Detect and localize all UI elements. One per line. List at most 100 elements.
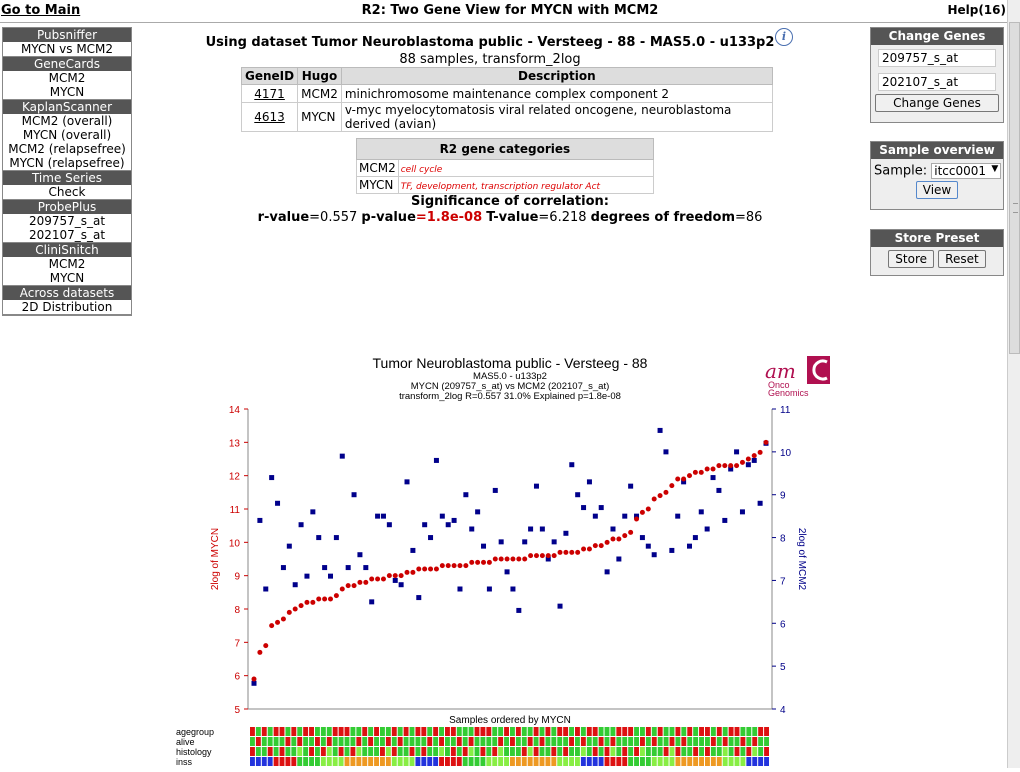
point-mcm2 [463,492,469,498]
track-cell [486,757,492,766]
track-cell [533,737,539,746]
tick-label-right: 6 [780,619,786,630]
point-mcm2 [557,603,563,609]
track-cell [498,747,504,756]
track-cell [498,737,504,746]
track-cell [474,757,480,766]
menu-item[interactable]: 209757_s_at [28,214,106,228]
help-link[interactable]: Help(16) [947,3,1006,17]
track-cell [261,747,267,756]
track-cell [752,737,758,746]
track-cell [415,747,421,756]
point-mcm2 [322,565,328,571]
menu-item[interactable]: MCM2 (overall) [21,114,113,128]
point-mcm2 [522,539,528,545]
track-cell [320,747,326,756]
track-cell [515,727,521,736]
track-cell [498,727,504,736]
menu-item[interactable]: MYCN (relapsefree) [9,156,125,170]
tick-label-left: 10 [229,538,241,549]
track-cell [628,727,634,736]
menu-item[interactable]: 2D Distribution [21,300,113,314]
menu-item[interactable]: MYCN (overall) [22,128,112,142]
point-mcm2 [469,526,475,532]
left-menu: Pubsniffer MYCN vs MCM2 GeneCards MCM2 MYCN K… [2,27,132,316]
track-cell [285,727,291,736]
track-cell [397,737,403,746]
menu-item[interactable]: Check [48,185,86,199]
menu-item[interactable]: MCM2 [48,257,86,271]
point-mcm2 [598,505,604,511]
vertical-scrollbar[interactable] [1007,0,1020,768]
track-cell [350,757,356,766]
point-mycn [322,596,328,602]
point-mcm2 [586,479,592,485]
menu-group-head: GeneCards [3,57,131,71]
table-row: 4613 MYCN v-myc myelocytomatosis viral r… [240,102,773,132]
track-cell [326,747,332,756]
track-cell [415,737,421,746]
track-cell [580,727,586,736]
point-mcm2 [416,595,422,601]
point-mycn [257,649,263,655]
point-mcm2 [286,543,292,549]
track-cell [580,737,586,746]
track-cell [533,747,539,756]
track-cell [545,737,551,746]
point-mycn [716,463,722,469]
point-mcm2 [669,547,675,553]
gene1-input[interactable] [878,49,996,67]
gene-id-link[interactable]: 4613 [254,110,285,124]
sample-select[interactable]: itcc0001 ▼ [931,163,1002,179]
track-cell [409,727,415,736]
col-geneid: GeneID [240,67,299,85]
point-mycn [516,556,522,562]
menu-item[interactable]: MCM2 (relapsefree) [8,142,126,156]
go-to-main-link[interactable]: Go to Main [1,3,81,18]
point-mcm2 [634,513,640,519]
track-cell [651,737,657,746]
track-cell [504,727,509,736]
category-links[interactable]: cell cycle [400,165,443,175]
track-cell [699,727,704,736]
menu-group: GeneCards MCM2 MYCN [3,57,131,100]
category-links[interactable]: TF, development, transcription regulator… [400,182,601,192]
point-mcm2 [428,535,434,541]
menu-item[interactable]: MYCN [49,85,85,99]
scatter-chart: Tumor Neuroblastoma public - Versteeg - … [176,355,835,767]
chevron-down-icon: ▼ [991,164,999,174]
track-cell [722,757,728,766]
point-mcm2 [657,427,663,433]
track-cell [273,727,279,736]
track-cell [380,747,385,756]
point-mycn [492,556,498,562]
gene2-input[interactable] [878,73,996,91]
track-cell [397,727,403,736]
track-cell [480,747,486,756]
track-cell [391,737,397,746]
track-cell [427,747,433,756]
track-cell [421,737,427,746]
scrollbar-thumb[interactable] [1009,22,1020,354]
track-cell [445,727,450,736]
table-row: 4171 MCM2 minichromosome maintenance com… [240,84,773,103]
track-cell [486,747,492,756]
track-cell [385,737,391,746]
reset-button[interactable]: Reset [938,250,986,268]
change-genes-button[interactable]: Change Genes [875,94,999,112]
menu-item[interactable]: MCM2 [48,71,86,85]
menu-item[interactable]: 202107_s_at [28,228,106,242]
point-mycn [333,593,339,599]
view-button[interactable]: View [915,181,959,199]
point-mcm2 [510,586,516,592]
info-icon[interactable]: i [775,28,793,46]
store-button[interactable]: Store [888,250,935,268]
menu-item[interactable]: MYCN [49,271,85,285]
gene-id-link[interactable]: 4171 [254,86,285,101]
point-mycn [457,563,463,569]
track-cell [474,747,480,756]
track-cell [734,737,740,746]
menu-item[interactable]: MYCN vs MCM2 [20,42,114,56]
point-mycn [351,583,357,589]
chart-subtitle: MYCN (209757_s_at) vs MCM2 (202107_s_at) [411,381,610,392]
